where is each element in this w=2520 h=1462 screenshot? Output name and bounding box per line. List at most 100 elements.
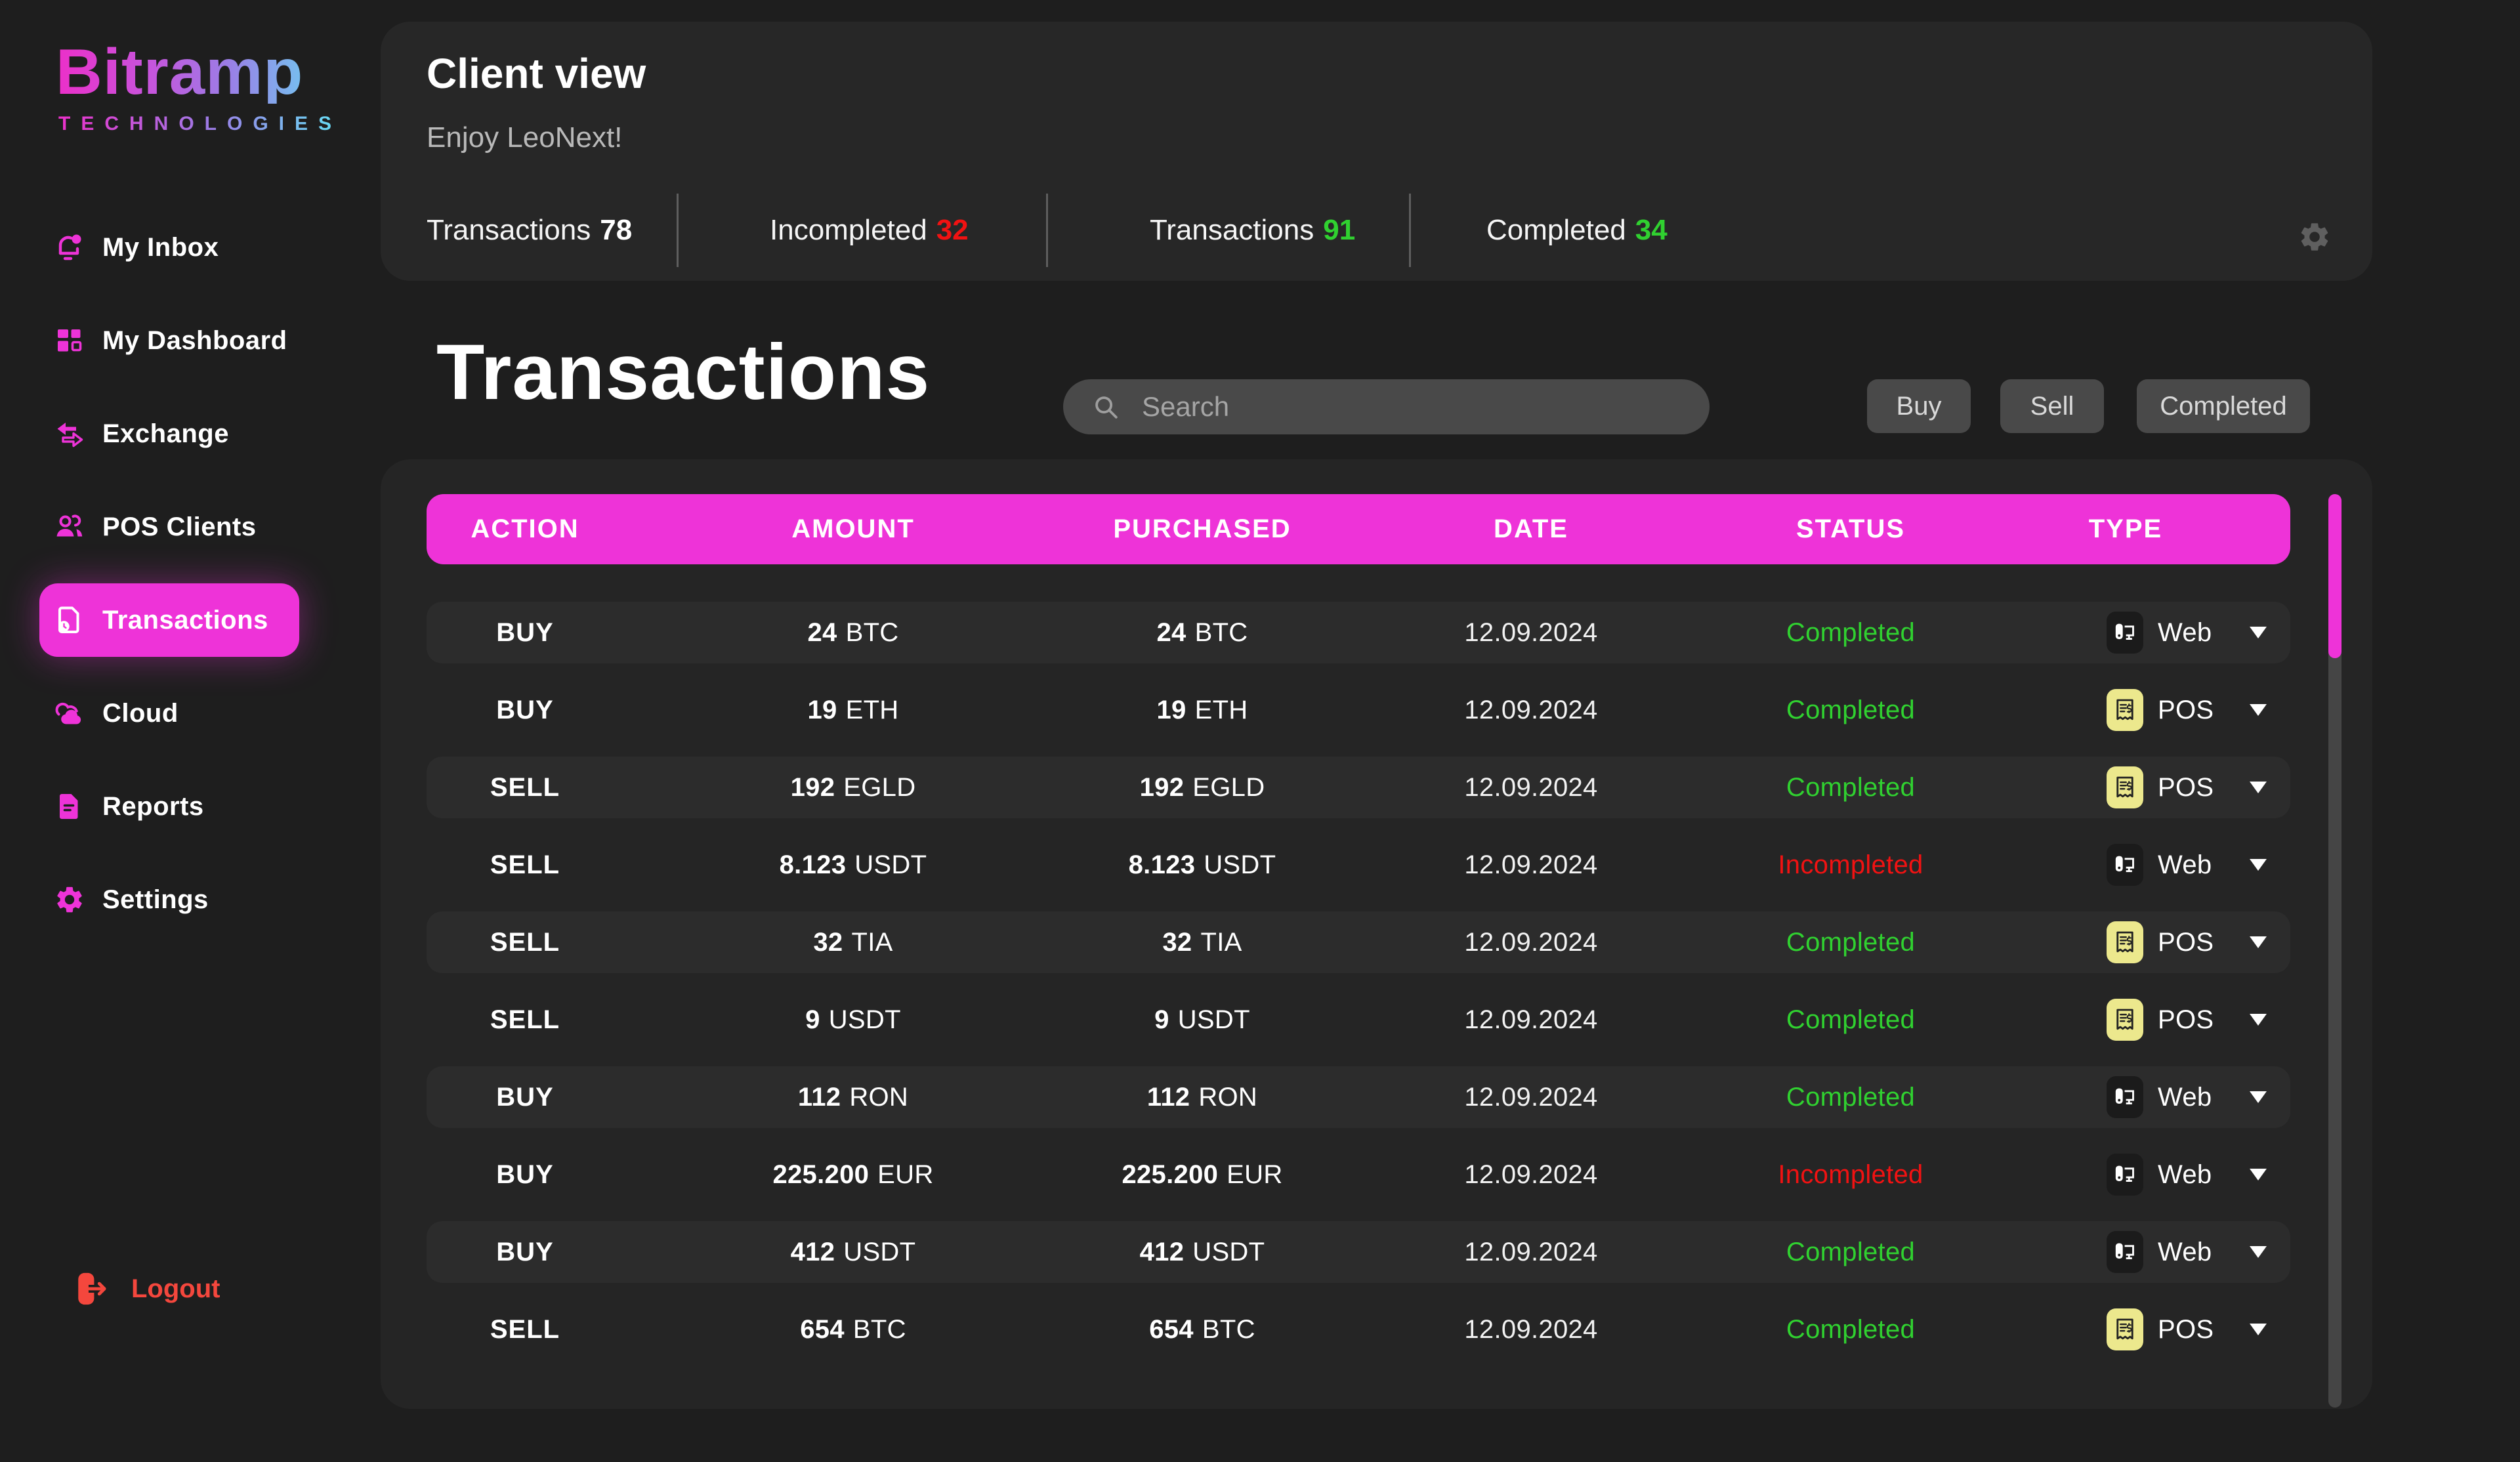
sidebar-item-exchange[interactable]: Exchange — [39, 397, 299, 470]
stat-value: 32 — [936, 214, 969, 246]
expand-caret-icon[interactable] — [2248, 858, 2268, 872]
cell-action: BUY — [496, 1237, 554, 1266]
cell-type: Web — [1961, 612, 2290, 654]
filter-sell-button[interactable]: Sell — [2000, 379, 2104, 433]
cell-date: 12.09.2024 — [1464, 772, 1598, 802]
table-row: BUY 412 USDT 412 USDT 12.09.2024 Completed… — [427, 1221, 2290, 1283]
sidebar-item-label: Reports — [102, 791, 204, 821]
stat-divider — [1409, 194, 1411, 267]
exchange-icon — [54, 418, 85, 449]
cell-amount: 412 USDT — [790, 1237, 916, 1266]
sidebar-item-my-dashboard[interactable]: My Dashboard — [39, 304, 299, 377]
stat-label: Incompleted — [770, 214, 927, 246]
bell-icon — [54, 232, 85, 263]
cell-purchased: 192 EGLD — [1139, 772, 1265, 802]
cell-action: BUY — [496, 1159, 554, 1189]
type-label: POS — [2158, 1005, 2214, 1034]
expand-caret-icon[interactable] — [2248, 780, 2268, 795]
cell-purchased: 412 USDT — [1139, 1237, 1265, 1266]
sidebar-item-settings[interactable]: Settings — [39, 863, 299, 936]
gear-icon — [54, 884, 85, 915]
cell-purchased: 112 RON — [1146, 1082, 1258, 1112]
stat-value: 34 — [1635, 214, 1668, 246]
expand-caret-icon[interactable] — [2248, 625, 2268, 640]
scrollbar-thumb[interactable] — [2328, 494, 2342, 658]
cell-status: Completed — [1786, 772, 1916, 802]
client-view-title: Client view — [427, 50, 646, 97]
cell-purchased: 225.200 EUR — [1122, 1159, 1283, 1189]
pos-icon — [2107, 921, 2143, 963]
brand-logo: Bitramp TECHNOLOGIES — [56, 39, 342, 134]
column-header-date: DATE — [1494, 514, 1568, 543]
cell-date: 12.09.2024 — [1464, 617, 1598, 647]
expand-caret-icon[interactable] — [2248, 1090, 2268, 1104]
expand-caret-icon[interactable] — [2248, 1245, 2268, 1259]
cell-status: Completed — [1786, 1005, 1916, 1034]
type-label: Web — [2158, 617, 2212, 647]
cell-date: 12.09.2024 — [1464, 1159, 1598, 1189]
sidebar-item-label: POS Clients — [102, 512, 257, 541]
type-label: Web — [2158, 850, 2212, 879]
transactions-icon — [54, 604, 85, 636]
cell-action: SELL — [490, 1314, 560, 1344]
cell-amount: 9 USDT — [805, 1005, 901, 1034]
reports-icon — [54, 791, 85, 822]
expand-caret-icon[interactable] — [2248, 703, 2268, 717]
cell-action: BUY — [496, 695, 554, 724]
cell-amount: 192 EGLD — [790, 772, 916, 802]
cell-type: Web — [1961, 1231, 2290, 1273]
cell-date: 12.09.2024 — [1464, 695, 1598, 724]
client-view-subtitle: Enjoy LeoNext! — [427, 121, 623, 154]
sidebar-item-reports[interactable]: Reports — [39, 770, 299, 843]
cell-amount: 112 RON — [797, 1082, 909, 1112]
filter-buy-button[interactable]: Buy — [1867, 379, 1971, 433]
logout-label: Logout — [131, 1274, 220, 1303]
cell-type: POS — [1961, 921, 2290, 963]
expand-caret-icon[interactable] — [2248, 935, 2268, 950]
cell-purchased: 8.123 USDT — [1128, 850, 1276, 879]
cell-amount: 32 TIA — [813, 927, 893, 957]
table-rows: BUY 24 BTC 24 BTC 12.09.2024 Completed Web… — [427, 602, 2290, 1376]
cell-purchased: 19 ETH — [1156, 695, 1248, 724]
brand-name: Bitramp — [56, 39, 342, 104]
cell-amount: 19 ETH — [807, 695, 899, 724]
cell-status: Completed — [1786, 927, 1916, 957]
sidebar-item-cloud[interactable]: Cloud — [39, 677, 299, 750]
stat-item: Transactions 78 — [427, 214, 632, 247]
stat-item: Incompleted 32 — [770, 214, 969, 247]
stat-value: 78 — [600, 214, 633, 246]
cell-status: Completed — [1786, 617, 1916, 647]
filter-completed-button[interactable]: Completed — [2137, 379, 2310, 433]
table-row: BUY 225.200 EUR 225.200 EUR 12.09.2024 Inc… — [427, 1144, 2290, 1205]
table-row: SELL 32 TIA 32 TIA 12.09.2024 Completed PO… — [427, 911, 2290, 973]
client-view-panel: Client view Enjoy LeoNext! Transactions 7… — [381, 22, 2372, 281]
cell-action: SELL — [490, 772, 560, 802]
table-row: SELL 8.123 USDT 8.123 USDT 12.09.2024 Inco… — [427, 834, 2290, 896]
web-icon — [2107, 1076, 2143, 1118]
panel-settings-gear-icon[interactable] — [2298, 220, 2332, 254]
type-label: POS — [2158, 695, 2214, 724]
cloud-icon — [54, 698, 85, 729]
sidebar-item-label: My Inbox — [102, 232, 219, 262]
sidebar-nav: My Inbox My Dashboard Exchange POS Clien… — [0, 211, 381, 956]
expand-caret-icon[interactable] — [2248, 1013, 2268, 1027]
expand-caret-icon[interactable] — [2248, 1167, 2268, 1182]
search-input[interactable]: Search — [1063, 379, 1710, 434]
sidebar-item-my-inbox[interactable]: My Inbox — [39, 211, 299, 284]
table-scrollbar[interactable] — [2328, 494, 2342, 1408]
expand-caret-icon[interactable] — [2248, 1322, 2268, 1337]
cell-date: 12.09.2024 — [1464, 1005, 1598, 1034]
cell-type: POS — [1961, 689, 2290, 731]
type-label: POS — [2158, 927, 2214, 957]
logout-icon — [74, 1270, 112, 1308]
cell-purchased: 32 TIA — [1162, 927, 1242, 957]
sidebar-item-label: Settings — [102, 885, 209, 914]
sidebar-item-transactions[interactable]: Transactions — [39, 583, 299, 657]
sidebar-item-label: Exchange — [102, 419, 229, 448]
column-header-amount: AMOUNT — [791, 514, 915, 543]
transactions-table: ACTION AMOUNT PURCHASED DATE STATUS TYPE BUY … — [381, 459, 2372, 1409]
pos-icon — [2107, 766, 2143, 808]
logout-button[interactable]: Logout — [74, 1261, 220, 1316]
sidebar-item-pos-clients[interactable]: POS Clients — [39, 490, 299, 564]
stat-label: Transactions — [427, 214, 591, 246]
